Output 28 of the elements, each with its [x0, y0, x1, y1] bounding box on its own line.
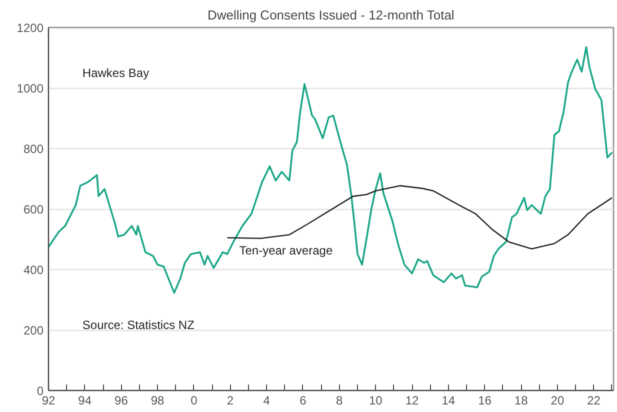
x-tick-label: 16: [478, 394, 492, 408]
x-tick-label: 96: [114, 394, 128, 408]
x-tick-label: 2: [226, 394, 234, 408]
x-tick-label: 4: [263, 394, 270, 408]
x-tick-label: 6: [300, 394, 307, 408]
x-tick-label: 20: [550, 394, 564, 408]
x-tick-label: 94: [78, 394, 92, 408]
x-tick-label: 8: [336, 394, 343, 408]
y-tick-label: 400: [23, 263, 44, 277]
x-tick-label: 22: [587, 394, 601, 408]
y-tick-label: 1000: [16, 82, 44, 96]
x-tick-label: 14: [442, 394, 456, 408]
y-tick-label: 0: [36, 384, 44, 398]
y-tick-label: 600: [23, 202, 44, 216]
x-tick-label: 98: [150, 394, 165, 408]
annotation: Hawkes Bay: [82, 66, 150, 80]
x-tick-label: 10: [369, 394, 383, 408]
y-tick-label: 800: [23, 142, 44, 156]
y-tick-label: 1200: [16, 21, 44, 35]
line-series: [48, 46, 613, 294]
y-tick-label: 200: [23, 324, 44, 338]
x-tick-label: 0: [190, 394, 198, 408]
x-tick-label: 92: [42, 394, 56, 408]
x-tick-label: 12: [405, 394, 420, 408]
annotation: Source: Statistics NZ: [82, 318, 194, 332]
series-label: Ten-year average: [239, 244, 333, 258]
x-tick-label: 18: [514, 394, 528, 408]
chart-title: Dwelling Consents Issued - 12-month Total: [207, 8, 454, 22]
